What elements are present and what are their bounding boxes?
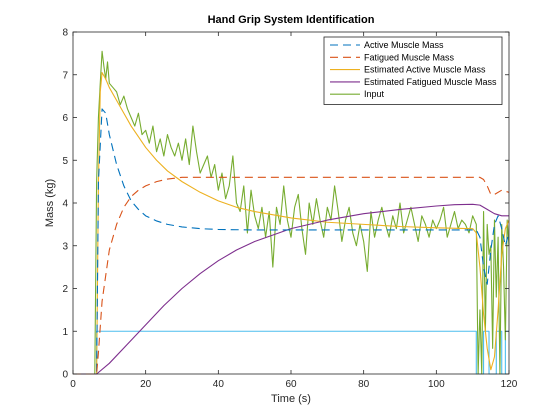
x-tick-label: 0: [70, 379, 76, 390]
y-tick-label: 0: [62, 370, 68, 381]
legend-entry: Estimated Active Muscle Mass: [364, 65, 486, 75]
y-axis-label: Mass (kg): [44, 179, 56, 227]
x-axis: 0 20 40 60 80 100 120: [70, 32, 518, 390]
x-tick-label: 100: [428, 379, 445, 390]
series-line-2: [73, 72, 510, 375]
legend: Active Muscle Mass Fatigued Muscle Mass Es…: [323, 36, 503, 105]
legend-entry: Input: [364, 89, 385, 99]
x-tick-label: 80: [358, 379, 370, 390]
chart-title: Hand Grip System Identification: [208, 14, 375, 26]
x-tick-label: 20: [140, 379, 152, 390]
series-line-1: [73, 176, 510, 375]
y-tick-label: 2: [62, 284, 68, 295]
y-tick-label: 3: [62, 241, 68, 252]
series-line-4: [73, 50, 510, 375]
y-axis: 0 1 2 3 4 5 6 7 8: [62, 28, 509, 381]
legend-entry: Fatigued Muscle Mass: [364, 52, 455, 62]
series-line-0: [73, 108, 510, 375]
legend-box: [323, 36, 503, 105]
x-axis-label: Time (s): [271, 393, 311, 405]
legend-entry: Estimated Fatigued Muscle Mass: [364, 77, 497, 87]
y-tick-label: 6: [62, 113, 68, 124]
y-tick-label: 8: [62, 28, 68, 39]
y-tick-label: 7: [62, 70, 68, 81]
x-tick-label: 120: [501, 379, 518, 390]
legend-entry: Active Muscle Mass: [364, 40, 444, 50]
y-tick-label: 5: [62, 156, 68, 167]
series-layer: [73, 50, 510, 375]
y-tick-label: 1: [62, 327, 68, 338]
x-tick-label: 40: [213, 379, 225, 390]
x-tick-label: 60: [285, 379, 297, 390]
y-tick-label: 4: [62, 199, 68, 210]
series-line-3: [73, 203, 509, 375]
